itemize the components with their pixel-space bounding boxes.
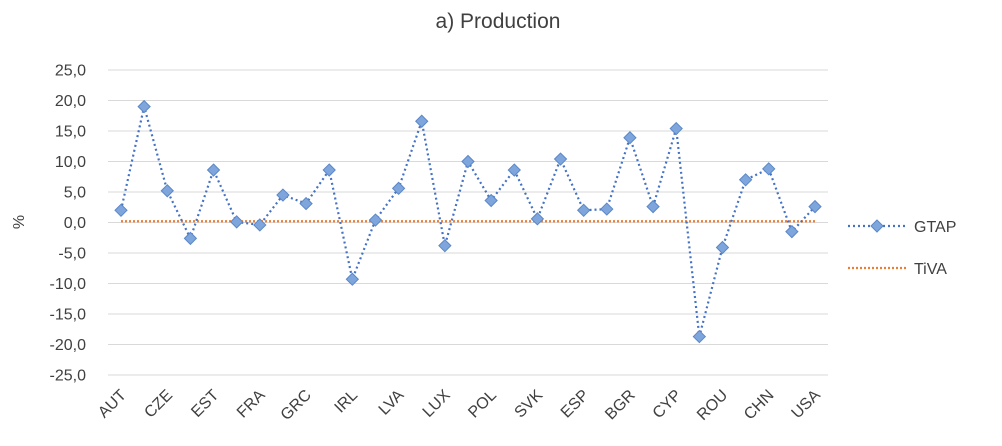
y-tick-label: -15,0 bbox=[50, 307, 87, 324]
data-point bbox=[738, 173, 753, 187]
legend-label-tiva: TiVA bbox=[914, 261, 947, 278]
gridlines bbox=[108, 69, 828, 376]
x-tick-label: IRL bbox=[332, 387, 362, 417]
x-tick-label: FRA bbox=[234, 387, 269, 422]
y-tick-label: -25,0 bbox=[50, 368, 87, 385]
legend-marker bbox=[870, 219, 884, 233]
data-point bbox=[669, 121, 683, 136]
y-tick-label: -10,0 bbox=[50, 276, 87, 293]
y-tick-label: 25,0 bbox=[55, 63, 86, 80]
x-tick-label: POL bbox=[465, 387, 500, 422]
data-point bbox=[368, 213, 383, 227]
data-point bbox=[553, 152, 568, 166]
series-layer bbox=[114, 99, 822, 344]
data-point bbox=[206, 163, 221, 177]
x-tick-label: ROU bbox=[694, 387, 731, 424]
data-point bbox=[114, 203, 128, 218]
y-axis-ticks: 25,0 20,0 15,0 10,0 5,0 0,0 -5,0 -10,0 -15,0 -20,… bbox=[50, 63, 87, 385]
data-point bbox=[785, 224, 799, 239]
y-axis-label: % bbox=[11, 215, 28, 229]
data-point bbox=[530, 212, 545, 226]
data-point bbox=[576, 203, 591, 218]
data-point bbox=[345, 272, 360, 286]
x-tick-label: BGR bbox=[602, 387, 639, 424]
y-tick-label: 5,0 bbox=[64, 185, 86, 202]
data-point bbox=[507, 163, 521, 177]
x-tick-label: CHN bbox=[741, 387, 778, 424]
y-tick-label: 0,0 bbox=[64, 215, 86, 232]
y-tick-label: -20,0 bbox=[50, 337, 87, 354]
x-tick-label: LUX bbox=[420, 387, 454, 421]
data-point bbox=[808, 199, 822, 214]
data-point bbox=[299, 196, 313, 211]
data-point bbox=[322, 163, 336, 177]
x-tick-label: AUT bbox=[95, 387, 130, 422]
x-tick-label: EST bbox=[188, 387, 222, 421]
legend-label-gtap: GTAP bbox=[914, 219, 956, 236]
data-point bbox=[137, 99, 151, 114]
data-point bbox=[762, 162, 776, 176]
x-tick-label: CZE bbox=[141, 387, 176, 422]
x-tick-label: LVA bbox=[376, 387, 408, 419]
data-point bbox=[415, 114, 429, 128]
legend: GTAP TiVA bbox=[848, 219, 956, 278]
x-axis-ticks: AUT CZE EST FRA GRC IRL LVA LUX POL SVK ESP BGR CYP R… bbox=[95, 387, 824, 424]
x-tick-label: ESP bbox=[558, 387, 593, 422]
data-point bbox=[438, 238, 452, 253]
data-point bbox=[692, 329, 707, 344]
data-point bbox=[276, 188, 290, 202]
data-point bbox=[253, 218, 267, 232]
data-point bbox=[160, 184, 174, 198]
data-point bbox=[461, 154, 475, 169]
x-tick-label: SVK bbox=[512, 387, 547, 422]
y-tick-label: -5,0 bbox=[58, 246, 86, 263]
data-point bbox=[623, 131, 637, 145]
data-point bbox=[484, 193, 498, 208]
y-tick-label: 20,0 bbox=[55, 93, 86, 110]
data-point bbox=[646, 199, 660, 214]
x-tick-label: GRC bbox=[278, 387, 315, 424]
data-point bbox=[391, 181, 406, 196]
y-tick-label: 15,0 bbox=[55, 124, 86, 141]
chart-title: a) Production bbox=[436, 10, 561, 33]
x-tick-label: USA bbox=[789, 387, 825, 423]
data-point bbox=[183, 231, 198, 246]
data-point bbox=[715, 240, 730, 255]
data-point bbox=[229, 215, 244, 229]
y-tick-label: 10,0 bbox=[55, 154, 86, 171]
x-tick-label: CYP bbox=[650, 387, 685, 422]
data-point bbox=[600, 202, 614, 216]
